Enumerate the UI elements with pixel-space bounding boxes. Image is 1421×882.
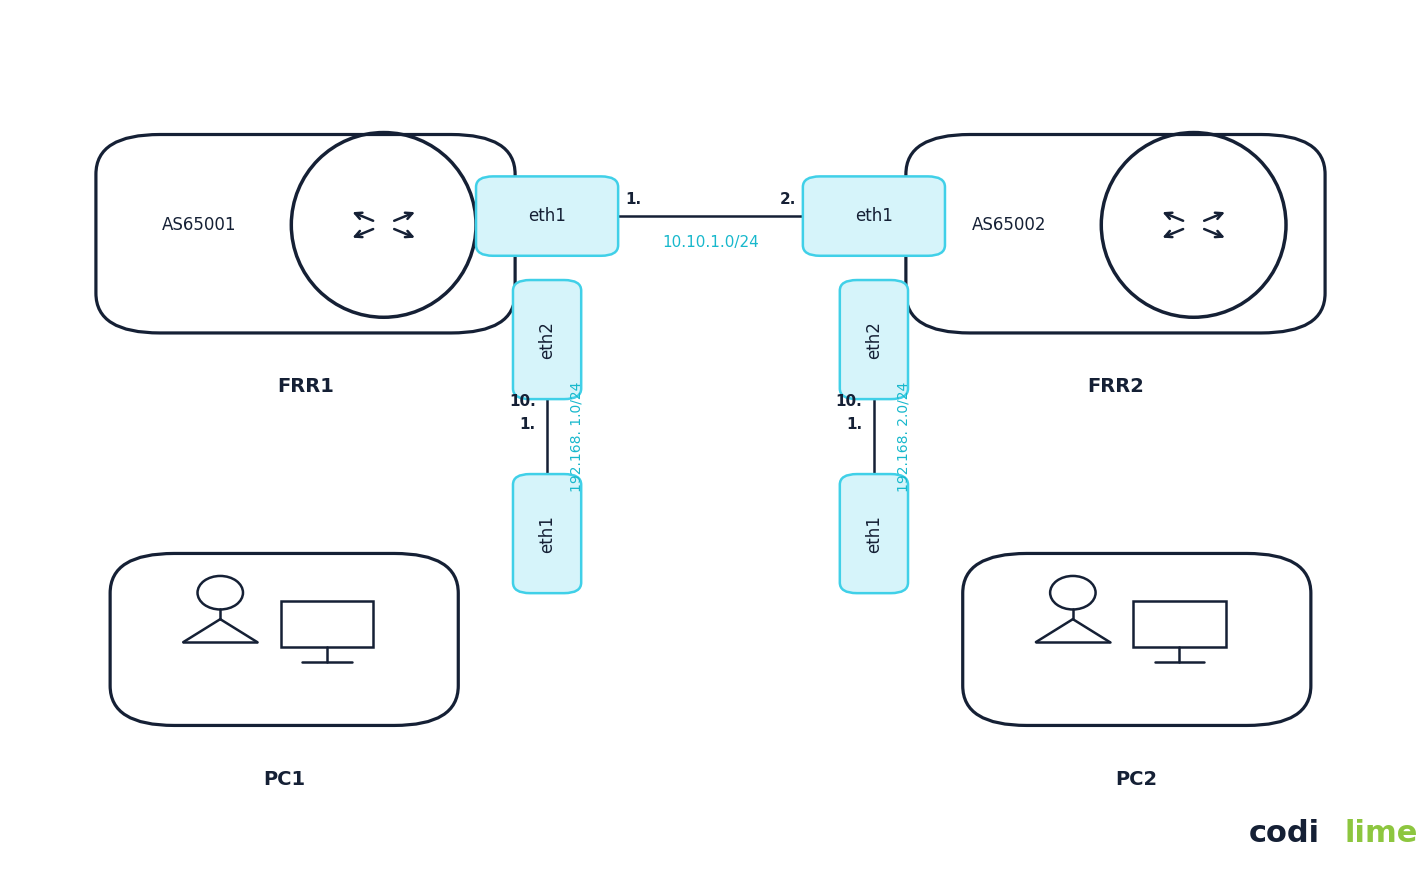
FancyBboxPatch shape [513,475,581,593]
FancyBboxPatch shape [513,280,581,399]
Text: eth1: eth1 [529,207,566,225]
Text: FRR2: FRR2 [1087,377,1144,396]
Text: eth1: eth1 [539,515,556,552]
Text: PC1: PC1 [263,769,306,789]
FancyBboxPatch shape [97,135,514,333]
Text: eth1: eth1 [855,207,892,225]
Text: 2.: 2. [779,192,796,207]
Text: eth1: eth1 [865,515,882,552]
Text: 1.: 1. [847,417,863,432]
FancyBboxPatch shape [840,475,908,593]
Text: AS65001: AS65001 [162,216,236,234]
FancyBboxPatch shape [907,135,1326,333]
Text: eth2: eth2 [539,321,556,358]
Text: 1.: 1. [625,192,641,207]
Text: 192.168. 1.0/24: 192.168. 1.0/24 [570,381,584,492]
Text: 10.: 10. [836,393,863,409]
Text: AS65002: AS65002 [972,216,1046,234]
FancyBboxPatch shape [476,176,618,256]
FancyBboxPatch shape [840,280,908,399]
Text: 10.: 10. [509,393,536,409]
Text: 10.10.1.0/24: 10.10.1.0/24 [662,235,759,250]
Text: codi: codi [1249,819,1320,848]
Text: lime: lime [1344,819,1418,848]
Text: 192.168. 2.0/24: 192.168. 2.0/24 [897,381,911,491]
FancyBboxPatch shape [963,554,1310,725]
FancyBboxPatch shape [803,176,945,256]
Text: PC2: PC2 [1115,769,1158,789]
Text: 1.: 1. [520,417,536,432]
Text: eth2: eth2 [865,321,882,358]
FancyBboxPatch shape [111,554,458,725]
Text: FRR1: FRR1 [277,377,334,396]
